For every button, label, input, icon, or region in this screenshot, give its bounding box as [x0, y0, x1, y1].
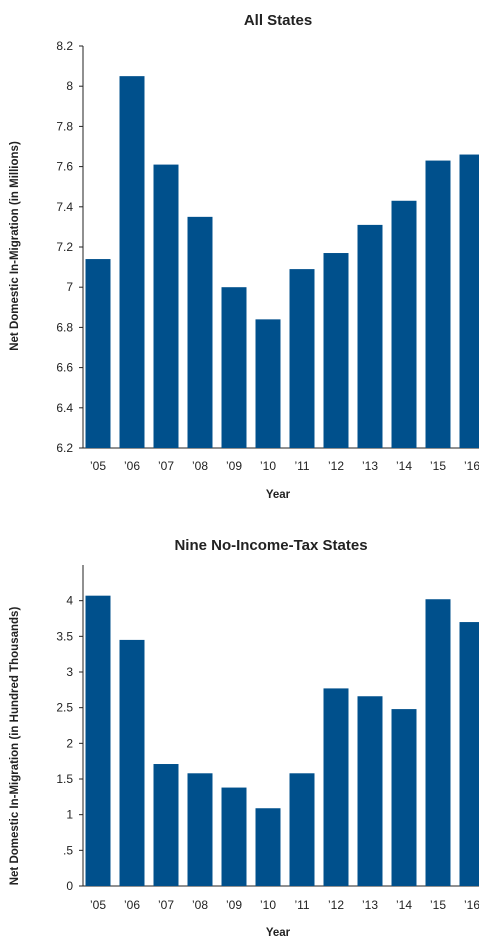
y-tick-label: 3.5 — [56, 629, 73, 643]
y-ticks: 0 .5 1 1.5 2 2.5 3 3.5 4 — [56, 594, 83, 893]
x-tick-label: ’11 — [294, 898, 309, 912]
bars — [85, 76, 479, 449]
x-tick-label: ’10 — [260, 898, 276, 912]
y-tick-label: 8 — [66, 79, 73, 93]
y-tick-label: 1 — [66, 808, 73, 822]
bar-10 — [425, 599, 451, 886]
x-tick-label: ’16 — [464, 898, 479, 912]
bar-3 — [187, 216, 213, 448]
bar-9 — [391, 200, 417, 448]
y-tick-label: 6.8 — [56, 320, 73, 334]
bar-1 — [119, 639, 145, 886]
chart-no-income-tax-states: Nine No-Income-Tax States Net Domestic I… — [9, 537, 479, 939]
y-axis-title: Net Domestic In-Migration (in Hundred Th… — [9, 607, 21, 886]
bar-0 — [85, 595, 111, 886]
bar-5 — [255, 319, 281, 448]
y-tick-label: 7.6 — [56, 160, 73, 174]
x-tick-label: ’14 — [396, 459, 412, 473]
y-tick-label: 2 — [66, 736, 73, 750]
bar-6 — [289, 269, 315, 448]
y-tick-label: 0 — [66, 879, 73, 893]
x-tick-label: ’16 — [464, 459, 479, 473]
bar-4 — [221, 287, 247, 448]
x-tick-label: ’13 — [362, 459, 378, 473]
y-tick-label: 7 — [66, 280, 73, 294]
x-tick-label: ’05 — [90, 898, 106, 912]
x-tick-label: ’09 — [226, 459, 242, 473]
bar-9 — [391, 709, 417, 886]
y-tick-label: 1.5 — [56, 772, 73, 786]
chart-title: Nine No-Income-Tax States — [174, 537, 367, 554]
bar-10 — [425, 160, 451, 448]
x-ticks: ’05 ’06 ’07 ’08 ’09 ’10 ’11 ’12 ’13 ’14 ’15 ’16 — [90, 898, 479, 912]
y-axis-title: Net Domestic In-Migration (in Millions) — [9, 141, 21, 351]
x-tick-label: ’07 — [158, 459, 174, 473]
bar-1 — [119, 76, 145, 449]
x-tick-label: ’15 — [430, 898, 446, 912]
bar-8 — [357, 224, 383, 448]
y-tick-label: 3 — [66, 665, 73, 679]
bar-3 — [187, 773, 213, 886]
bar-2 — [153, 164, 179, 448]
y-tick-label: 7.2 — [56, 240, 73, 254]
x-tick-label: ’08 — [192, 898, 208, 912]
y-tick-label: 4 — [66, 594, 73, 608]
y-tick-label: .5 — [63, 843, 73, 857]
x-tick-label: ’11 — [294, 459, 309, 473]
bar-0 — [85, 259, 111, 448]
bar-2 — [153, 764, 179, 886]
y-tick-label: 2.5 — [56, 701, 73, 715]
x-tick-label: ’07 — [158, 898, 174, 912]
x-tick-label: ’05 — [90, 459, 106, 473]
x-ticks: ’05 ’06 ’07 ’08 ’09 ’10 ’11 ’12 ’13 ’14 ’15 ’16 — [90, 459, 479, 473]
x-tick-label: ’15 — [430, 459, 446, 473]
y-tick-label: 7.4 — [56, 200, 73, 214]
chart-title: All States — [244, 12, 312, 29]
bar-7 — [323, 253, 349, 448]
x-tick-label: ’09 — [226, 898, 242, 912]
x-axis-title: Year — [266, 489, 291, 501]
bar-4 — [221, 787, 247, 886]
bar-6 — [289, 773, 315, 886]
x-tick-label: ’14 — [396, 898, 412, 912]
x-tick-label: ’12 — [328, 898, 344, 912]
bar-5 — [255, 808, 281, 886]
y-tick-label: 6.6 — [56, 361, 73, 375]
x-tick-label: ’12 — [328, 459, 344, 473]
bars — [85, 595, 479, 886]
bar-8 — [357, 696, 383, 886]
x-tick-label: ’08 — [192, 459, 208, 473]
y-tick-label: 7.8 — [56, 119, 73, 133]
chart-all-states: All States Net Domestic In-Migration (in… — [9, 12, 479, 501]
x-tick-label: ’06 — [124, 898, 140, 912]
bar-11 — [459, 154, 479, 449]
y-tick-label: 6.4 — [56, 401, 73, 415]
x-tick-label: ’13 — [362, 898, 378, 912]
y-ticks: 6.2 6.4 6.6 6.8 7 7.2 7.4 7.6 7.8 8 8.2 — [56, 39, 83, 455]
y-tick-label: 6.2 — [56, 441, 73, 455]
x-tick-label: ’06 — [124, 459, 140, 473]
bar-7 — [323, 688, 349, 886]
x-axis-title: Year — [266, 927, 291, 939]
x-tick-label: ’10 — [260, 459, 276, 473]
y-tick-label: 8.2 — [56, 39, 73, 53]
bar-11 — [459, 622, 479, 886]
